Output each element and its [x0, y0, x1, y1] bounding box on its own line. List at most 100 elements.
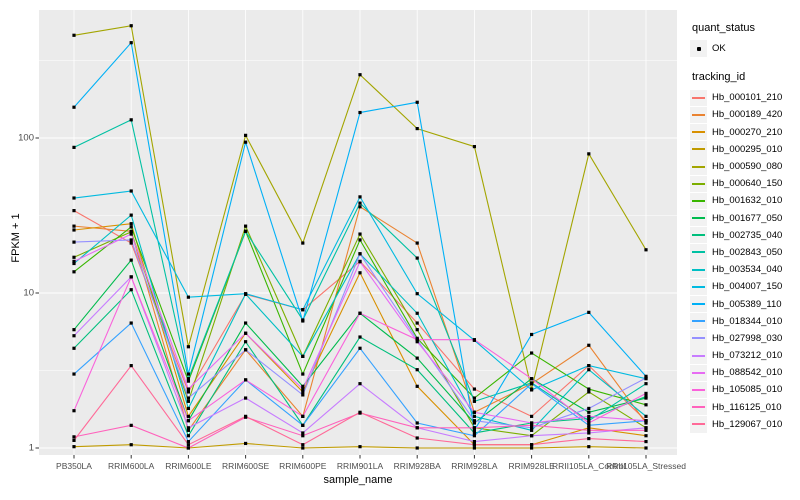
- legend-item-label: Hb_000640_150: [712, 178, 783, 190]
- legend-item-Hb_000101_210: Hb_000101_210: [690, 89, 798, 106]
- data-point: [587, 310, 591, 314]
- data-point: [358, 238, 362, 242]
- data-point: [129, 364, 133, 368]
- data-point: [186, 443, 190, 447]
- legend-key-box: [690, 347, 707, 364]
- x-tick-label-RRIM600SE: RRIM600SE: [221, 461, 270, 471]
- data-point: [72, 372, 76, 376]
- data-point: [644, 374, 648, 378]
- data-point: [587, 364, 591, 368]
- data-point: [587, 410, 591, 414]
- data-point: [587, 416, 591, 421]
- data-point: [186, 387, 190, 391]
- panel-background: [39, 10, 677, 455]
- legend-item-Hb_073212_010: Hb_073212_010: [690, 347, 798, 364]
- data-point: [186, 396, 190, 400]
- data-point: [587, 436, 591, 441]
- legend-item-label: Hb_001677_050: [712, 212, 783, 224]
- data-point: [472, 399, 476, 403]
- data-point: [72, 261, 76, 266]
- data-point: [186, 406, 190, 411]
- data-point: [301, 319, 305, 323]
- data-point: [644, 421, 648, 425]
- data-point: [587, 414, 591, 418]
- data-point: [644, 414, 648, 418]
- data-point: [186, 439, 190, 444]
- data-point: [129, 118, 133, 122]
- data-point: [472, 414, 476, 418]
- data-point: [358, 73, 362, 77]
- x-tick-label-RRIM600PE: RRIM600PE: [279, 461, 327, 471]
- legend-key-line-icon: [692, 251, 705, 254]
- data-point: [244, 414, 248, 418]
- data-point: [129, 225, 133, 229]
- y-tick-label: 100: [18, 132, 34, 144]
- data-point: [472, 421, 476, 425]
- data-point: [530, 351, 534, 355]
- legend-key-box: [690, 295, 707, 313]
- x-tick-label-RRIM928LA: RRIM928LA: [451, 461, 498, 471]
- data-point: [415, 328, 419, 332]
- data-point: [186, 414, 190, 418]
- data-point: [301, 354, 305, 358]
- data-point: [644, 403, 648, 407]
- data-point: [415, 292, 419, 296]
- data-point: [644, 419, 648, 423]
- data-point: [472, 338, 476, 342]
- data-point: [358, 382, 362, 386]
- legend-item-Hb_129067_010: Hb_129067_010: [690, 416, 798, 433]
- data-point: [530, 382, 534, 386]
- data-point: [472, 434, 476, 438]
- legend-quant-status: quant_status OK: [690, 22, 798, 57]
- data-point: [530, 332, 534, 337]
- data-point: [186, 372, 190, 376]
- data-point: [358, 201, 362, 205]
- data-point: [587, 368, 591, 372]
- legend-item-Hb_000640_150: Hb_000640_150: [690, 175, 798, 192]
- data-point: [72, 334, 76, 338]
- legend-item-label: Hb_027998_030: [712, 332, 783, 344]
- legend-item-label: Hb_003534_040: [712, 264, 783, 276]
- legend-item-Hb_000189_420: Hb_000189_420: [690, 106, 798, 124]
- data-point: [415, 446, 419, 450]
- data-point: [244, 229, 248, 233]
- data-point: [72, 228, 76, 232]
- data-point: [644, 376, 648, 380]
- legend-key-box: [690, 158, 707, 175]
- data-point: [186, 434, 190, 438]
- legend-item-label: OK: [712, 43, 726, 55]
- data-point: [587, 343, 591, 347]
- data-point: [244, 292, 248, 296]
- legend-tracking-id-title: tracking_id: [692, 71, 746, 84]
- legend-item-label: Hb_004007_150: [712, 281, 783, 293]
- data-point: [587, 421, 591, 425]
- data-point: [415, 126, 419, 131]
- data-point: [472, 439, 476, 444]
- data-point: [644, 439, 648, 444]
- data-point: [415, 241, 419, 245]
- data-point: [587, 387, 591, 391]
- data-point: [472, 145, 476, 149]
- data-point: [358, 260, 362, 264]
- data-point: [129, 443, 133, 447]
- legend-item-Hb_004007_150: Hb_004007_150: [690, 278, 798, 296]
- data-point: [530, 428, 534, 432]
- legend-key-line-icon: [692, 113, 705, 116]
- data-point: [644, 426, 648, 430]
- legend-key-line-icon: [692, 354, 705, 357]
- data-point: [72, 33, 76, 37]
- data-point: [72, 145, 76, 149]
- y-axis-title: FPKM + 1: [10, 213, 22, 263]
- data-point: [301, 387, 305, 391]
- data-point: [587, 423, 591, 427]
- legend-key-box: [690, 40, 707, 57]
- legend-key-line-icon: [692, 131, 705, 134]
- x-axis-title: sample_name: [323, 474, 393, 486]
- x-tick-label-RRIM600LA: RRIM600LA: [108, 461, 155, 471]
- legend-item-label: Hb_116125_010: [712, 401, 782, 413]
- data-point: [301, 390, 305, 394]
- data-point: [244, 133, 248, 137]
- data-point: [129, 189, 133, 193]
- legend-key-box: [690, 89, 707, 106]
